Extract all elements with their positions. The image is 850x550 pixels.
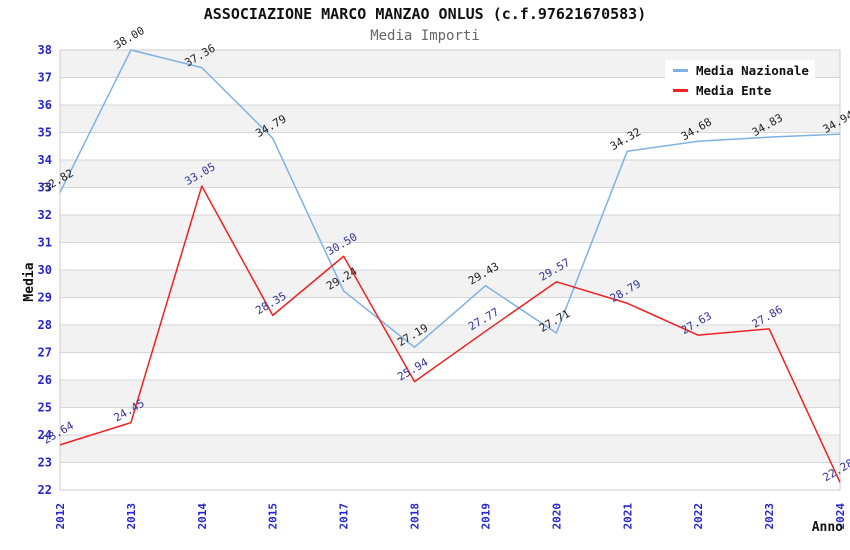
y-tick-label: 33	[38, 181, 52, 195]
x-tick-label: 2014	[196, 503, 209, 530]
data-label-media-nazionale: 38.00	[112, 24, 147, 52]
legend-item-bg	[665, 80, 777, 100]
x-tick-label: 2021	[621, 503, 634, 530]
legend-label: Media Ente	[696, 83, 772, 98]
x-tick-label: 2012	[54, 503, 67, 530]
y-tick-label: 24	[38, 428, 52, 442]
x-tick-label: 2020	[550, 503, 563, 530]
plot-band	[60, 270, 840, 298]
y-tick-label: 22	[38, 483, 52, 497]
x-axis-title: Anno	[812, 520, 843, 535]
data-label-media-nazionale: 32.82	[41, 167, 76, 195]
x-tick-label: 2015	[267, 503, 280, 530]
x-tick-label: 2024	[834, 503, 847, 530]
chart-subtitle: Media Importi	[370, 28, 480, 44]
y-tick-label: 28	[38, 318, 52, 332]
plot-band	[60, 435, 840, 463]
y-tick-label: 34	[38, 153, 52, 167]
plot-band	[60, 325, 840, 353]
x-tick-label: 2013	[125, 503, 138, 530]
legend-item: Media Nazionale	[665, 60, 815, 80]
plot-band	[60, 380, 840, 408]
plot-band	[60, 160, 840, 188]
y-tick-label: 31	[38, 236, 52, 250]
y-tick-label: 26	[38, 373, 52, 387]
plot-border	[59, 49, 841, 491]
series-line-media-ente	[59, 185, 841, 483]
legend: Media Nazionale Media Ente	[665, 60, 815, 100]
series-line-media-nazionale	[59, 49, 841, 349]
chart-title: ASSOCIAZIONE MARCO MANZAO ONLUS (c.f.976…	[204, 5, 647, 23]
x-tick-label: 2023	[763, 503, 776, 530]
y-tick-label: 38	[38, 43, 52, 57]
x-tick-label: 2019	[479, 503, 492, 530]
x-tick-label: 2022	[692, 503, 705, 530]
legend-item: Media Ente	[665, 80, 777, 100]
y-axis-title: Media	[22, 262, 37, 301]
x-tick-label: 2017	[338, 503, 351, 530]
y-tick-label: 29	[38, 291, 52, 305]
legend-label: Media Nazionale	[696, 63, 809, 78]
plot-band	[60, 105, 840, 133]
y-tick-label: 25	[38, 401, 52, 415]
legend-item-bg	[665, 60, 815, 80]
y-tick-label: 36	[38, 98, 52, 112]
y-tick-label: 27	[38, 346, 52, 360]
y-tick-label: 32	[38, 208, 52, 222]
x-tick-label: 2018	[409, 503, 422, 530]
y-tick-label: 37	[38, 71, 52, 85]
y-tick-label: 30	[38, 263, 52, 277]
plot-band	[60, 215, 840, 243]
y-tick-label: 23	[38, 456, 52, 470]
y-tick-label: 35	[38, 126, 52, 140]
plot-area: 22 23 24 25 26 27 28 29 30 31 32 33 34 35 36 37 38 2012 20…	[38, 24, 850, 529]
